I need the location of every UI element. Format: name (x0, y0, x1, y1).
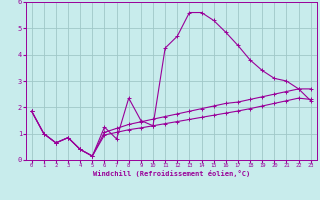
X-axis label: Windchill (Refroidissement éolien,°C): Windchill (Refroidissement éolien,°C) (92, 170, 250, 177)
